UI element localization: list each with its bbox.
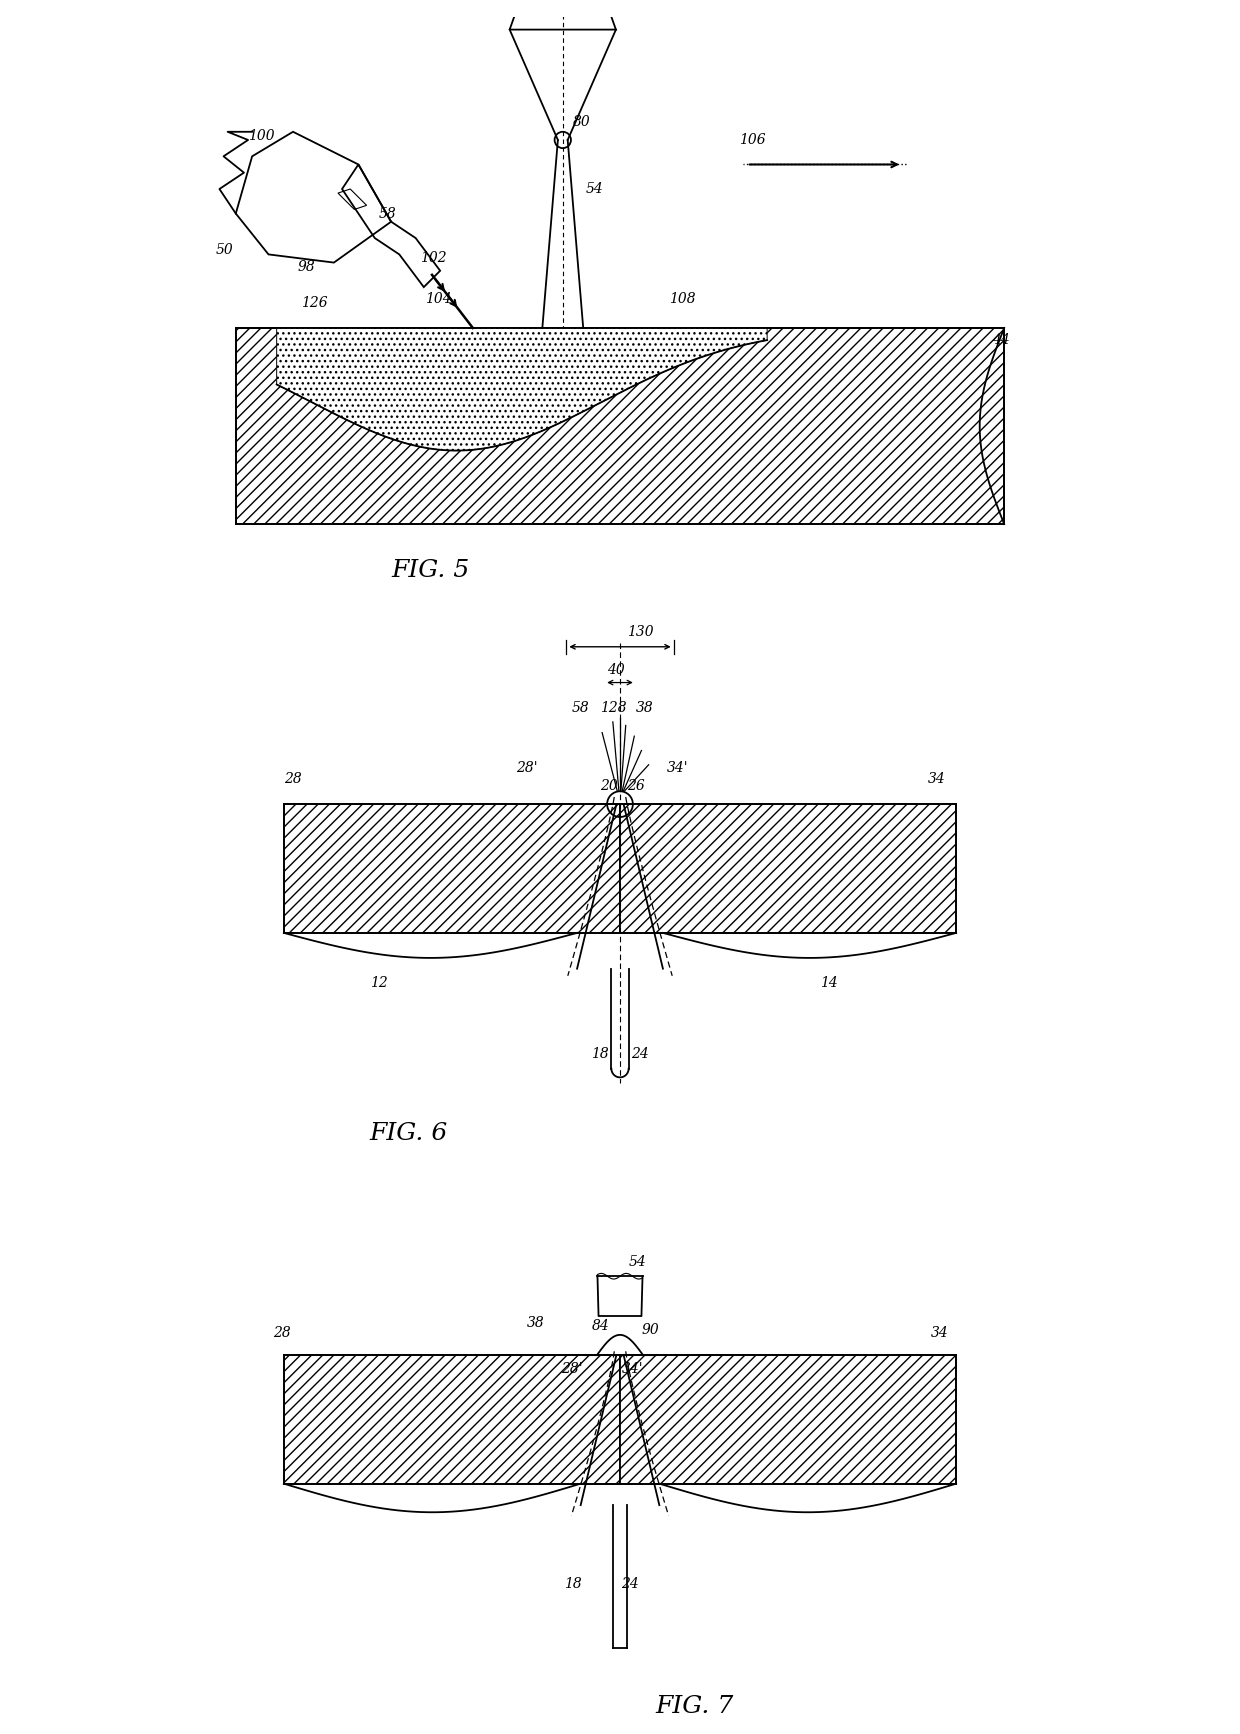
Text: 24: 24 [621, 1576, 639, 1590]
Text: 34: 34 [931, 1327, 949, 1340]
Text: FIG. 5: FIG. 5 [391, 560, 470, 583]
Text: 24: 24 [631, 1047, 649, 1061]
Text: 20: 20 [600, 779, 618, 792]
Text: 58: 58 [572, 701, 589, 714]
Text: 34': 34' [621, 1363, 644, 1377]
Text: 84: 84 [591, 1320, 609, 1333]
Text: 14: 14 [821, 976, 838, 990]
Polygon shape [620, 1354, 956, 1484]
Text: 34: 34 [928, 772, 945, 786]
Text: 90: 90 [641, 1323, 660, 1337]
Polygon shape [284, 805, 620, 933]
Text: 26: 26 [627, 779, 645, 792]
Text: FIG. 6: FIG. 6 [370, 1122, 448, 1146]
Text: 38: 38 [527, 1316, 544, 1330]
Text: 54: 54 [629, 1255, 646, 1269]
Text: 28': 28' [516, 761, 538, 775]
Text: 12: 12 [370, 976, 387, 990]
Text: 98: 98 [298, 260, 315, 274]
Text: 38: 38 [636, 701, 653, 714]
Text: 28: 28 [273, 1327, 291, 1340]
Text: 108: 108 [670, 293, 696, 307]
Text: 128: 128 [600, 701, 626, 714]
Text: 100: 100 [248, 128, 275, 142]
Text: 28': 28' [562, 1363, 583, 1377]
Text: 104: 104 [425, 293, 453, 307]
Text: 130: 130 [627, 626, 653, 640]
Text: 50: 50 [216, 243, 233, 257]
Polygon shape [284, 1354, 620, 1484]
Text: 58: 58 [379, 206, 397, 220]
Text: 54: 54 [585, 182, 604, 196]
Text: 28: 28 [284, 772, 301, 786]
Text: 126: 126 [301, 297, 327, 310]
Text: 18: 18 [591, 1047, 609, 1061]
Text: 80: 80 [573, 114, 590, 128]
Text: 44: 44 [992, 333, 1009, 347]
Text: FIG. 7: FIG. 7 [656, 1694, 734, 1718]
Text: 40: 40 [608, 662, 625, 676]
Polygon shape [620, 805, 956, 933]
Text: 34': 34' [666, 761, 688, 775]
Text: 18: 18 [564, 1576, 582, 1590]
Text: 106: 106 [739, 134, 765, 147]
Text: 102: 102 [419, 251, 446, 265]
Polygon shape [236, 328, 1004, 524]
Polygon shape [277, 328, 768, 451]
